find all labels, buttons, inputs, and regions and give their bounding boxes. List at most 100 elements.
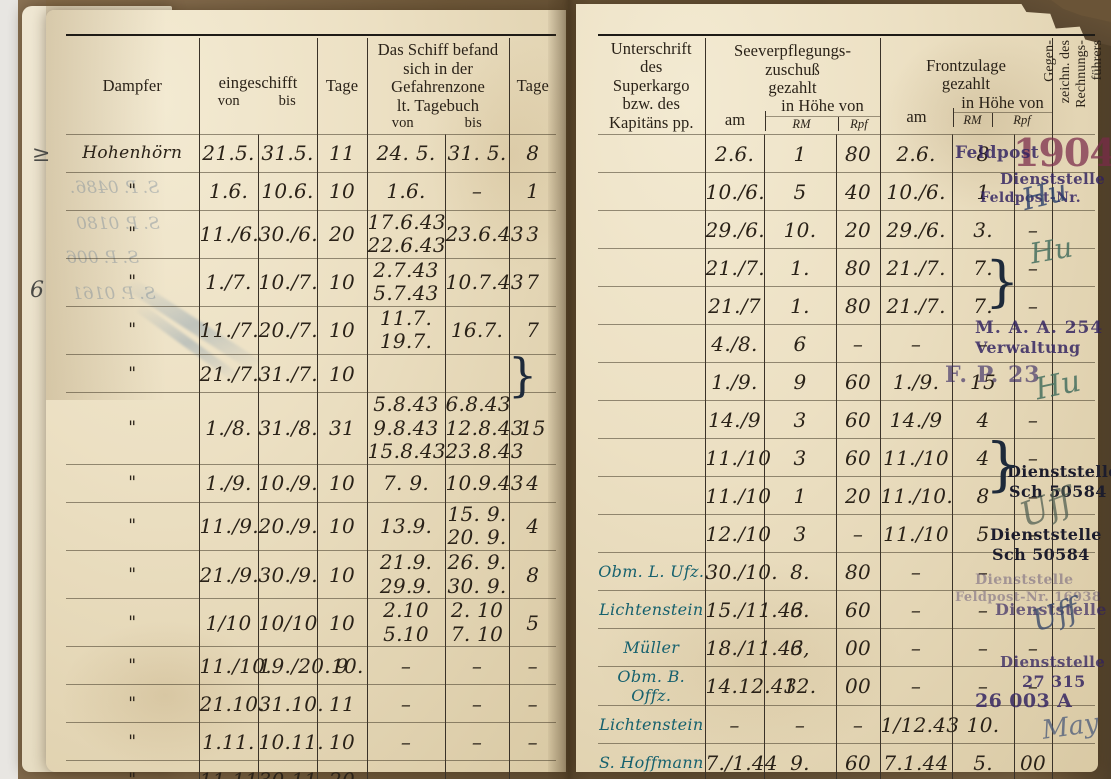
- cell-see-am: 1./9.: [705, 362, 765, 401]
- table-row: Lichtenstein 15./11.43 6. 60– –: [598, 590, 1096, 629]
- cell-gegenzeichnung: [1052, 134, 1096, 173]
- gegenzeichn-line-3: Rechnungs-: [1073, 40, 1089, 108]
- cell-eingeschifft-von: 21.5.: [199, 134, 259, 173]
- gefahrenzone-line-3: Gefahrenzone: [391, 77, 485, 97]
- cell-tage-1: 10: [317, 550, 368, 600]
- table-row: Hohenhörn 21.5. 31.5. 11 24. 5. 31. 5. 8: [66, 134, 557, 173]
- cell-eingeschifft-bis: 10.6.: [258, 172, 318, 211]
- cell-see-am: 11./10: [705, 438, 771, 477]
- cell-eingeschifft-von: 21./7.: [199, 354, 259, 394]
- cell-front-am: –: [880, 324, 953, 363]
- cell-see-rm: 12.: [764, 666, 837, 706]
- cell-unterschrift: [598, 286, 706, 325]
- cell-unterschrift: [598, 476, 706, 515]
- table-row: " 11./9. 20./9. 10 13.9. 15. 9. 20. 9. 4: [66, 502, 557, 552]
- cell-tage-1: 20: [317, 760, 368, 779]
- cell-front-rpf: 00: [1014, 743, 1053, 779]
- cell-gegenzeichnung: [1052, 362, 1096, 401]
- cell-unterschrift: Lichtenstein: [598, 705, 706, 744]
- cell-eingeschifft-bis: 31.5.: [258, 134, 318, 173]
- cell-see-rpf: 60: [836, 400, 881, 439]
- table-header-row: Dampfer eingeschifft von bis Tage: [66, 38, 557, 135]
- cell-front-rm: 7.: [952, 248, 1015, 287]
- cell-gegenzeichnung: [1052, 743, 1096, 779]
- cell-dampfer: ": [66, 354, 200, 394]
- cell-eingeschifft-bis: 30./6.: [258, 210, 318, 259]
- table-row: " 11./6. 30./6. 20 17.6.43 22.6.43 23.6.43 3: [66, 210, 557, 259]
- cell-eingeschifft-bis: 31./7.: [258, 354, 318, 394]
- cell-gegenzeichnung: [1052, 210, 1096, 249]
- cell-front-rpf: [1014, 705, 1053, 744]
- cell-gz-bis: 10.9.43: [445, 464, 524, 503]
- table-row: S. Hoffmann 7./1.44 9. 60 7.1.44 5. 00: [598, 743, 1096, 779]
- cell-front-rpf: –: [1014, 438, 1053, 477]
- cell-front-rm: 5: [952, 514, 1015, 553]
- table-row: 11./10 1 20 11./10. 8–: [598, 476, 1096, 515]
- table-row: 2.6. 1 80 2.6. 8: [598, 134, 1096, 173]
- col-frontzulage: Frontzulage gezahlt am in Höhe von RM Rp…: [880, 38, 1053, 135]
- cell-eingeschifft-von: 1./9.: [199, 464, 259, 503]
- cell-eingeschifft-bis: 10./9.: [258, 464, 318, 503]
- col-eingeschifft-von: von: [217, 92, 240, 109]
- cell-see-rpf: 80: [836, 134, 881, 173]
- cell-dampfer: ": [66, 258, 200, 307]
- cell-front-rm: 8: [952, 476, 1015, 515]
- cell-see-rpf: 80: [836, 248, 881, 287]
- cell-see-rm: 9: [764, 362, 837, 401]
- col-gz-von: von: [391, 115, 414, 132]
- cell-unterschrift: [598, 172, 706, 211]
- cell-unterschrift: [598, 514, 706, 553]
- cell-front-rm: 3.: [952, 210, 1015, 249]
- cell-front-rpf: –: [1014, 514, 1053, 553]
- right-table-wrap: Unterschrift des Superkargo bzw. des Kap…: [598, 34, 1105, 779]
- cell-see-rm: 3: [764, 514, 837, 553]
- see-line-2: zuschuß: [765, 59, 820, 79]
- cell-see-rpf: –: [836, 705, 881, 744]
- cell-gz-bis: –: [445, 646, 510, 686]
- cell-tage-1: 10: [317, 464, 368, 503]
- cell-front-am: 1./9.: [880, 362, 953, 401]
- cell-front-rpf: [1014, 324, 1053, 363]
- see-line-3: gezahlt: [768, 78, 817, 97]
- cell-see-rm: 10.: [764, 210, 837, 249]
- cell-unterschrift: [598, 362, 706, 401]
- cell-front-am: 1/12.43: [880, 705, 959, 744]
- table-row: " 11./10. 19./20.10. 9– – –: [66, 646, 557, 686]
- cell-eingeschifft-bis: 31.10.: [258, 684, 324, 724]
- cell-front-rpf: [1014, 552, 1053, 591]
- table-row: 12./10 3–11./10 5–: [598, 514, 1096, 553]
- table-row: " 21./9. 30./9. 10 21.9. 29.9. 26. 9. 30. 9. 8: [66, 550, 557, 600]
- cell-unterschrift: [598, 400, 706, 439]
- cell-gz-bis: 23.6.43: [445, 210, 524, 259]
- cell-eingeschifft-von: 11./6.: [199, 210, 259, 259]
- table-row: " 1./9. 10./9. 10 7. 9. 10.9.43 4: [66, 464, 557, 503]
- cell-gz-bis: 6.8.43 12.8.43 23.8.43: [445, 392, 524, 465]
- cell-gegenzeichnung: [1052, 172, 1096, 211]
- cell-gz-von: 1.6.: [367, 172, 446, 211]
- cell-eingeschifft-von: 1.11.: [199, 722, 259, 762]
- cell-gz-bis: –: [445, 172, 510, 211]
- col-dampfer: Dampfer: [66, 38, 200, 135]
- cell-gegenzeichnung: [1052, 705, 1096, 744]
- cell-gz-von: –: [367, 646, 446, 686]
- front-rm-label: RM: [954, 113, 993, 128]
- cell-gz-von: 2.7.43 5.7.43: [367, 258, 446, 307]
- table-row: " 21./7. 31./7. 10: [66, 354, 557, 394]
- cell-front-rm: –: [952, 552, 1015, 591]
- cell-gegenzeichnung: [1052, 514, 1096, 553]
- cell-unterschrift: [598, 438, 706, 477]
- front-rpf-label: Rpf: [1013, 113, 1031, 128]
- cell-gegenzeichnung: [1052, 476, 1096, 515]
- cell-tage-1: 10: [317, 306, 368, 356]
- cell-front-rpf: –: [1014, 666, 1053, 706]
- cell-gz-bis: 10.7.43: [445, 258, 524, 307]
- cell-eingeschifft-von: 11./7.: [199, 306, 259, 356]
- cell-dampfer: ": [66, 210, 200, 259]
- cell-see-am: 10./6.: [705, 172, 765, 211]
- unterschrift-line-4: bzw. des: [622, 94, 680, 114]
- cell-gz-bis: [445, 354, 510, 394]
- col-tage-1: Tage: [317, 38, 368, 135]
- cell-unterschrift: Lichtenstein: [598, 590, 706, 629]
- col-eingeschifft-label: eingeschifft: [218, 73, 298, 93]
